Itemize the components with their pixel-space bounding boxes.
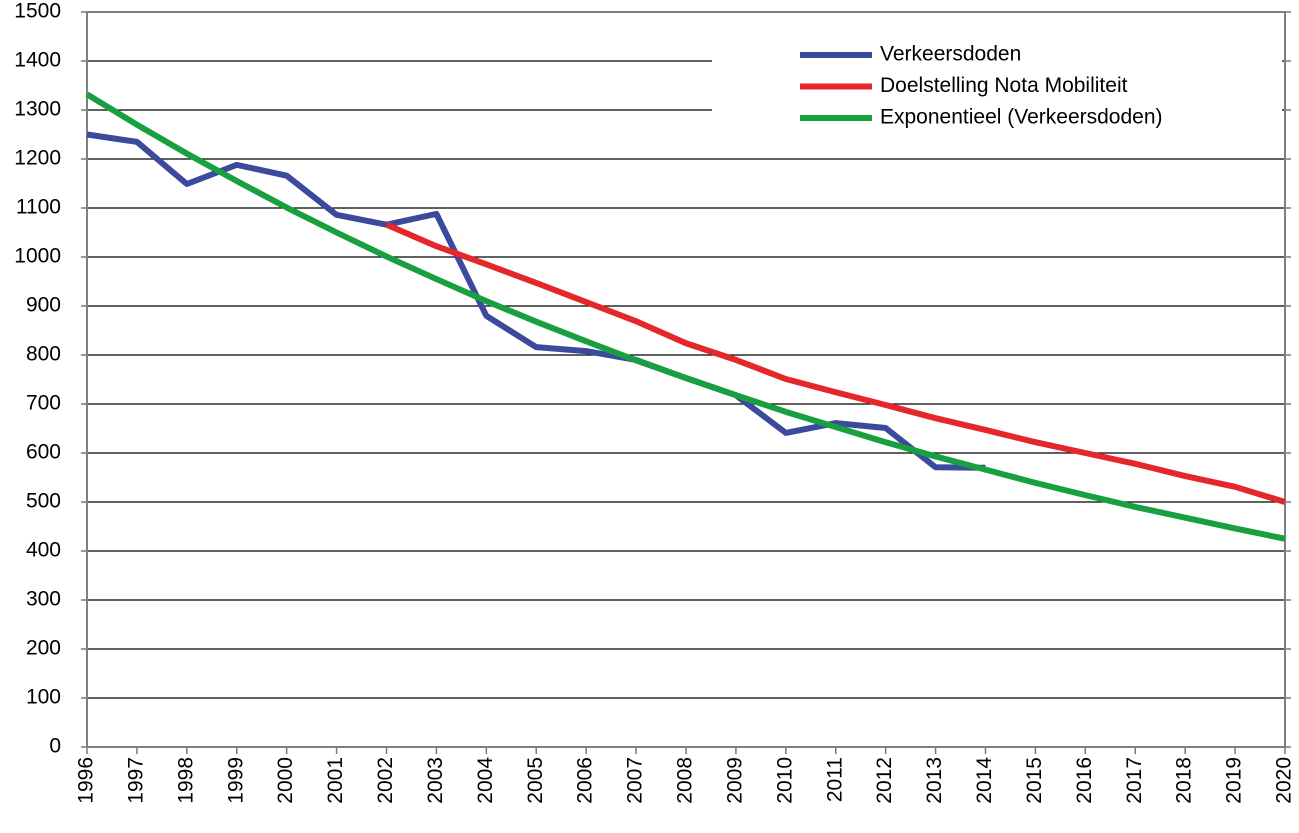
y-tick-label: 900 [26,294,61,317]
y-tick-label: 600 [26,441,61,464]
y-tick-label: 1400 [14,49,61,72]
x-tick-label: 2000 [274,757,297,804]
x-tick-label: 1996 [75,757,98,804]
x-tick-label: 1998 [174,757,197,804]
x-tick-label: 2007 [624,757,647,804]
y-tick-label: 1200 [14,147,61,170]
x-tick-label: 2006 [574,757,597,804]
x-tick-label: 2009 [723,757,746,804]
x-tick-label: 2008 [674,757,697,804]
x-tick-label: 2020 [1273,757,1296,804]
y-tick-label: 400 [26,539,61,562]
y-tick-label: 1500 [14,0,61,23]
y-tick-label: 1000 [14,245,61,268]
y-tick-label: 800 [26,343,61,366]
y-tick-label: 1100 [16,196,61,219]
x-tick-label: 2015 [1023,757,1046,804]
x-tick-label: 2017 [1123,757,1146,804]
x-tick-label: 2012 [873,757,896,804]
x-tick-label: 2001 [324,757,347,804]
x-tick-label: 2018 [1173,757,1196,804]
y-tick-label: 200 [26,637,61,660]
x-tick-label: 2016 [1073,757,1096,804]
x-tick-label: 2010 [773,757,796,804]
legend-label: Doelstelling Nota Mobiliteit [880,74,1128,97]
x-tick-label: 2003 [424,757,447,804]
x-tick-label: 2002 [374,757,397,804]
x-tick-label: 1997 [124,757,147,804]
x-tick-label: 2013 [923,757,946,804]
y-tick-label: 700 [26,392,61,415]
plot-border [86,11,1286,748]
y-tick-label: 500 [26,490,61,513]
series-line [85,91,1286,542]
series-line [86,131,986,471]
y-tick-label: 100 [26,686,61,709]
x-tick-label: 2004 [474,757,497,804]
x-tick-label: 2005 [524,757,547,804]
legend-label: Exponentieel (Verkeersdoden) [880,106,1163,129]
x-tick-label: 2011 [823,757,846,802]
y-tick-label: 300 [26,588,61,611]
x-tick-label: 2019 [1223,757,1246,804]
series-line [385,221,1286,505]
y-tick-label: 0 [49,735,61,758]
y-tick-label: 1300 [14,98,61,121]
x-tick-label: 2014 [973,757,996,804]
x-tick-label: 1999 [224,757,247,804]
legend-label: Verkeersdoden [880,43,1021,66]
